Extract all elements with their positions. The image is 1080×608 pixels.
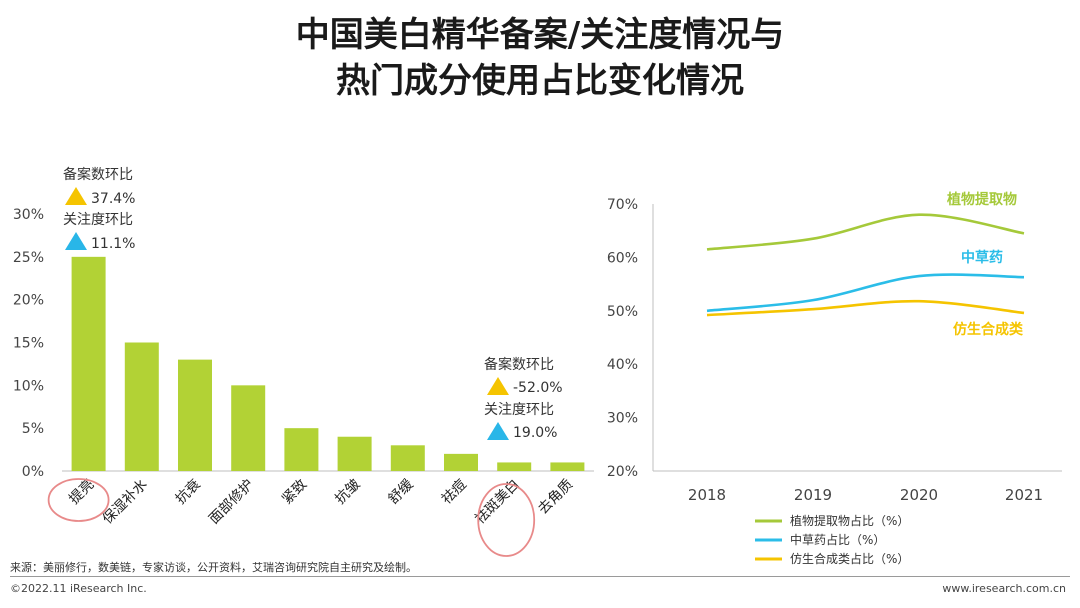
bar	[550, 462, 585, 471]
bar-y-tick-label: 15%	[13, 336, 44, 352]
bar-category-label: 抗皱	[332, 477, 363, 508]
line-x-tick-label: 2021	[1005, 486, 1043, 504]
bar-category-label: 祛斑美白	[472, 477, 523, 528]
legend-label: 仿生合成类占比（%）	[790, 551, 909, 566]
bar-category-label: 保湿补水	[100, 477, 151, 528]
copyright: ©2022.11 iResearch Inc.	[10, 582, 147, 595]
source-note: 来源：美丽修行，数美链，专家访谈，公开资料，艾瑞咨询研究院自主研究及绘制。	[10, 561, 417, 574]
legend-label: 中草药占比（%）	[790, 532, 885, 547]
bar	[390, 445, 425, 471]
highlight-circle	[47, 478, 110, 522]
bar-category-label: 舒缓	[386, 477, 417, 508]
bar	[337, 436, 372, 471]
up-triangle-icon	[487, 422, 509, 440]
bar-category-label: 抗衰	[172, 476, 204, 508]
annotation-filing-value: -52.0%	[513, 380, 563, 396]
series-line	[706, 299, 1025, 317]
annotation-filing-value: 37.4%	[91, 191, 135, 207]
website-link[interactable]: www.iresearch.com.cn	[942, 582, 1066, 595]
bar-y-tick-label: 20%	[13, 293, 44, 309]
line-y-tick-label: 70%	[607, 197, 638, 213]
line-y-tick-label: 40%	[607, 357, 638, 373]
bar	[71, 256, 106, 471]
line-y-tick-label: 30%	[607, 411, 638, 427]
bar	[231, 385, 266, 471]
line-x-tick-label: 2018	[688, 486, 726, 504]
title-line-1: 中国美白精华备案/关注度情况与	[295, 15, 785, 55]
up-triangle-icon	[65, 187, 87, 205]
footer-divider	[10, 576, 1070, 577]
bar	[497, 462, 532, 471]
bar-category-label: 紧致	[279, 477, 310, 508]
annotation-filing-label: 备案数环比	[484, 356, 554, 373]
series-line	[706, 213, 1025, 251]
title-line-2: 热门成分使用占比变化情况	[336, 61, 744, 101]
bar-y-tick-label: 5%	[22, 421, 44, 437]
line-x-tick-label: 2019	[794, 486, 832, 504]
bar-y-tick-label: 10%	[13, 378, 44, 394]
annotation-attention-label: 关注度环比	[63, 212, 133, 228]
series-label: 仿生合成类	[953, 321, 1024, 338]
bar-category-label: 面部修护	[206, 477, 257, 528]
series-label: 中草药	[961, 249, 1003, 266]
series-label: 植物提取物	[946, 191, 1017, 208]
legend-label: 植物提取物占比（%）	[790, 513, 909, 528]
annotation-attention-value: 19.0%	[513, 425, 557, 441]
annotation-attention-value: 11.1%	[91, 236, 135, 252]
page-title: 中国美白精华备案/关注度情况与 热门成分使用占比变化情况	[0, 12, 1080, 104]
bar-y-tick-label: 25%	[13, 250, 44, 266]
annotation-filing-label: 备案数环比	[63, 166, 133, 183]
bar-category-label: 去角质	[535, 477, 576, 518]
line-y-tick-label: 50%	[607, 304, 638, 320]
bar	[444, 453, 478, 471]
highlight-circle	[477, 483, 536, 557]
line-y-tick-label: 20%	[607, 464, 638, 480]
series-line	[706, 273, 1025, 313]
bar	[178, 359, 212, 471]
bar-y-tick-label: 0%	[22, 464, 44, 480]
line-x-tick-label: 2020	[900, 486, 938, 504]
bar	[124, 342, 159, 471]
line-y-tick-label: 60%	[607, 250, 638, 266]
bar-y-tick-label: 30%	[13, 207, 44, 223]
bar	[284, 428, 319, 471]
bar-category-label: 祛痘	[439, 477, 470, 508]
up-triangle-icon	[65, 232, 87, 250]
annotation-attention-label: 关注度环比	[484, 402, 554, 418]
up-triangle-icon	[487, 377, 509, 395]
